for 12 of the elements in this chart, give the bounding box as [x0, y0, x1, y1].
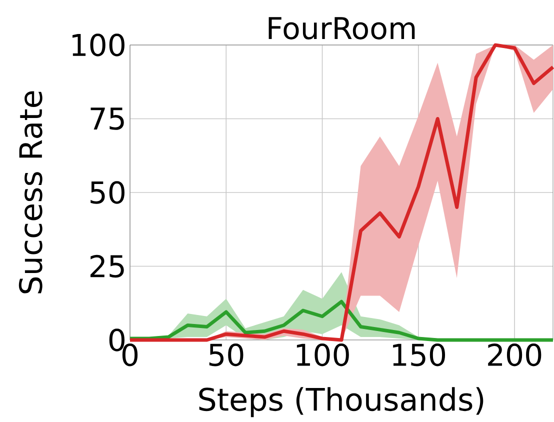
y-tick-label: 25	[90, 254, 124, 278]
x-tick-label: 200	[488, 344, 542, 366]
x-tick-label: 50	[209, 344, 244, 366]
chart-title: FourRoom	[268, 17, 415, 40]
y-axis-title: Success Rate	[18, 91, 42, 294]
x-tick-label: 100	[296, 344, 349, 366]
y-tick-label: 50	[90, 181, 124, 204]
y-tick-label: 0	[109, 328, 124, 352]
x-tick-label: 150	[393, 344, 446, 366]
x-axis-title: Steps (Thousands)	[199, 387, 484, 418]
y-tick-label: 75	[90, 108, 124, 130]
y-tick-label: 100	[72, 34, 124, 56]
